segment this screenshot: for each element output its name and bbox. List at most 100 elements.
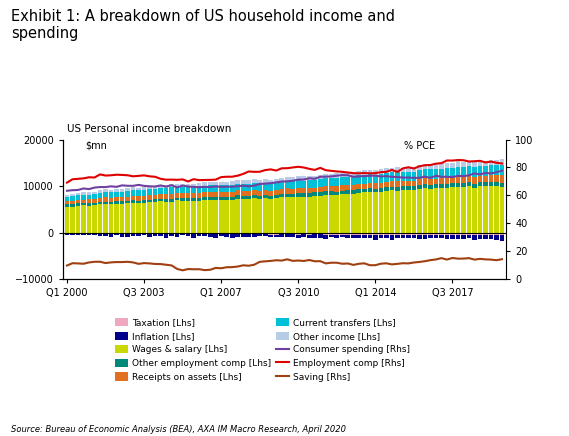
Bar bbox=[290, 181, 295, 188]
Bar bbox=[269, 180, 273, 184]
Bar bbox=[318, 235, 323, 238]
Bar bbox=[252, 183, 257, 190]
Bar bbox=[318, 232, 323, 235]
Text: $mn: $mn bbox=[85, 141, 106, 151]
Bar bbox=[109, 192, 113, 198]
Bar bbox=[92, 199, 97, 203]
Bar bbox=[406, 187, 411, 190]
Bar bbox=[483, 160, 488, 166]
Bar bbox=[114, 201, 119, 204]
Bar bbox=[92, 194, 97, 199]
Bar bbox=[158, 185, 163, 188]
Bar bbox=[274, 179, 279, 183]
Bar bbox=[230, 181, 234, 185]
Bar bbox=[274, 190, 279, 195]
Bar bbox=[241, 232, 246, 234]
Bar bbox=[362, 232, 366, 235]
Bar bbox=[203, 234, 207, 236]
Bar bbox=[274, 198, 279, 232]
Bar bbox=[368, 183, 372, 188]
Bar bbox=[357, 184, 361, 189]
Bar bbox=[269, 232, 273, 235]
Bar bbox=[395, 191, 400, 232]
Bar bbox=[76, 200, 80, 204]
Bar bbox=[81, 194, 86, 200]
Bar bbox=[147, 232, 152, 234]
Bar bbox=[335, 232, 339, 235]
Bar bbox=[373, 232, 378, 235]
Bar bbox=[125, 191, 130, 197]
Bar bbox=[345, 235, 350, 238]
Bar bbox=[340, 185, 345, 191]
Bar bbox=[170, 199, 174, 202]
Bar bbox=[411, 235, 417, 238]
Bar bbox=[76, 234, 80, 235]
Bar bbox=[269, 235, 273, 237]
Bar bbox=[390, 232, 394, 235]
Bar bbox=[142, 187, 146, 191]
Bar bbox=[417, 232, 422, 235]
Bar bbox=[483, 235, 488, 239]
Bar bbox=[401, 235, 405, 238]
Bar bbox=[378, 174, 383, 183]
Bar bbox=[345, 194, 350, 232]
Bar bbox=[340, 177, 345, 185]
Bar bbox=[175, 198, 179, 201]
Bar bbox=[489, 182, 493, 187]
Bar bbox=[312, 235, 317, 238]
Bar bbox=[152, 186, 158, 189]
Bar bbox=[477, 182, 483, 186]
Bar bbox=[428, 232, 433, 235]
Bar bbox=[230, 232, 234, 234]
Bar bbox=[98, 232, 102, 234]
Bar bbox=[312, 232, 317, 235]
Bar bbox=[180, 184, 185, 187]
Bar bbox=[290, 177, 295, 181]
Bar bbox=[290, 194, 295, 197]
Bar bbox=[70, 207, 75, 232]
Bar bbox=[186, 201, 191, 232]
Bar bbox=[158, 234, 163, 236]
Bar bbox=[125, 234, 130, 237]
Bar bbox=[450, 184, 455, 187]
Bar bbox=[170, 202, 174, 232]
Bar bbox=[318, 175, 323, 179]
Bar bbox=[472, 167, 477, 177]
Bar bbox=[109, 232, 113, 234]
Bar bbox=[246, 184, 251, 191]
Bar bbox=[186, 234, 191, 236]
Bar bbox=[279, 178, 284, 182]
Bar bbox=[279, 235, 284, 237]
Bar bbox=[290, 188, 295, 194]
Bar bbox=[483, 182, 488, 187]
Bar bbox=[357, 170, 361, 175]
Bar bbox=[378, 188, 383, 191]
Bar bbox=[401, 232, 405, 235]
Bar bbox=[456, 161, 460, 167]
Bar bbox=[70, 196, 75, 201]
Bar bbox=[494, 160, 499, 165]
Bar bbox=[119, 192, 125, 197]
Bar bbox=[378, 191, 383, 232]
Bar bbox=[444, 188, 450, 232]
Bar bbox=[213, 192, 218, 197]
Bar bbox=[345, 185, 350, 190]
Bar bbox=[340, 235, 345, 237]
Bar bbox=[428, 235, 433, 238]
Bar bbox=[450, 168, 455, 177]
Bar bbox=[142, 234, 146, 235]
Bar bbox=[76, 195, 80, 200]
Bar bbox=[279, 182, 284, 189]
Bar bbox=[203, 192, 207, 197]
Bar bbox=[114, 204, 119, 232]
Bar bbox=[467, 166, 471, 176]
Bar bbox=[477, 232, 483, 235]
Bar bbox=[401, 172, 405, 181]
Bar bbox=[439, 235, 444, 238]
Bar bbox=[296, 193, 300, 197]
Bar bbox=[434, 169, 438, 178]
Bar bbox=[323, 178, 328, 186]
Bar bbox=[461, 183, 466, 187]
Bar bbox=[472, 184, 477, 188]
Bar bbox=[224, 182, 229, 185]
